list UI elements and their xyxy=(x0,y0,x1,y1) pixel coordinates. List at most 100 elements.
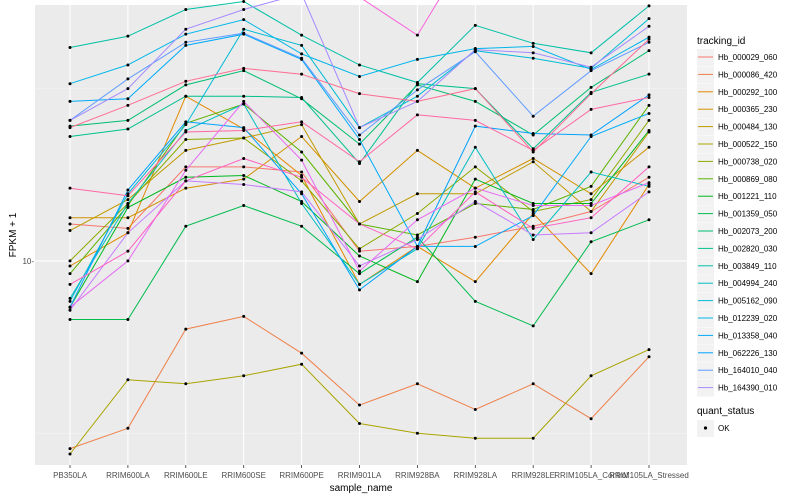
data-point xyxy=(126,63,130,67)
legend-item: Hb_000365_230 xyxy=(697,101,778,119)
data-point xyxy=(300,170,304,174)
data-point xyxy=(184,382,188,386)
data-point xyxy=(415,94,419,98)
data-point xyxy=(184,224,188,228)
data-point xyxy=(647,145,651,149)
data-point xyxy=(473,165,477,169)
data-point xyxy=(68,272,72,276)
data-point xyxy=(589,192,593,196)
x-tick-label: RRIM600SE xyxy=(221,471,265,480)
data-point xyxy=(531,203,535,207)
data-point xyxy=(300,52,304,56)
data-point xyxy=(473,299,477,303)
data-point xyxy=(358,249,361,253)
data-point xyxy=(300,43,304,47)
data-point xyxy=(242,126,246,130)
data-point xyxy=(300,158,304,162)
data-point xyxy=(68,308,72,312)
legend-label: Hb_000869_080 xyxy=(718,175,778,184)
data-point xyxy=(473,280,477,284)
data-point xyxy=(184,165,188,169)
data-point xyxy=(589,184,593,188)
data-point xyxy=(242,374,246,378)
data-point xyxy=(647,103,651,107)
data-point xyxy=(473,99,477,103)
data-point xyxy=(415,233,419,237)
data-point xyxy=(184,137,188,141)
data-point xyxy=(473,186,477,190)
data-point xyxy=(358,403,361,407)
data-point xyxy=(242,27,246,31)
y-axis-title: FPKM + 1 xyxy=(8,212,19,257)
data-point xyxy=(358,160,361,164)
legend-key-bg xyxy=(697,118,714,136)
data-point xyxy=(589,69,593,73)
data-point xyxy=(242,136,246,140)
quant-legend-key-point xyxy=(703,426,708,430)
data-point xyxy=(242,203,246,207)
data-point xyxy=(68,299,72,303)
data-point xyxy=(184,130,188,134)
data-point xyxy=(589,170,593,174)
data-point xyxy=(358,137,361,141)
x-tick-label: RRIM928BA xyxy=(395,471,440,480)
data-point xyxy=(300,150,304,154)
data-point xyxy=(126,231,130,235)
data-point xyxy=(473,118,477,122)
legend-label: Hb_013358_040 xyxy=(718,331,778,340)
data-point xyxy=(415,238,419,242)
quant-legend-label: OK xyxy=(718,424,730,433)
data-point xyxy=(300,56,304,60)
data-point xyxy=(358,247,361,251)
data-point xyxy=(126,103,130,107)
data-point xyxy=(184,94,188,98)
data-point xyxy=(358,254,361,258)
data-point xyxy=(531,56,535,60)
data-point xyxy=(126,97,130,101)
data-point xyxy=(473,50,477,54)
legend-item: Hb_000086_420 xyxy=(697,66,778,84)
data-point xyxy=(647,218,651,222)
x-tick-label: RRIM928LE xyxy=(511,471,555,480)
legend-label: Hb_000484_130 xyxy=(718,123,778,132)
data-point xyxy=(589,85,593,89)
legend-label: Hb_000086_420 xyxy=(718,70,778,79)
x-tick-label: RRIM901LA xyxy=(338,471,382,480)
legend-item: Hb_001359_050 xyxy=(697,205,778,223)
data-point xyxy=(126,318,130,322)
data-point xyxy=(531,114,535,118)
data-point xyxy=(647,40,651,44)
legend-label: Hb_000365_230 xyxy=(718,105,778,114)
data-point xyxy=(300,72,304,76)
data-point xyxy=(242,94,246,98)
data-point xyxy=(126,127,130,131)
data-point xyxy=(68,82,72,86)
data-point xyxy=(589,417,593,421)
data-point xyxy=(358,75,361,79)
legend-label: Hb_000738_020 xyxy=(718,157,778,166)
legend-item: Hb_000484_130 xyxy=(697,118,778,136)
data-point xyxy=(415,33,419,37)
data-point xyxy=(358,63,361,67)
x-tick-label: RRIM600LE xyxy=(164,471,208,480)
data-points xyxy=(68,0,651,456)
legend-item: Hb_000869_080 xyxy=(697,170,778,188)
data-point xyxy=(126,87,130,91)
legend-label: Hb_001221_110 xyxy=(718,192,777,201)
data-point xyxy=(358,264,361,268)
data-point xyxy=(415,235,419,239)
legend-label: Hb_005162_090 xyxy=(718,297,778,306)
legend-item: Hb_013358_040 xyxy=(697,327,778,345)
data-point xyxy=(531,436,535,440)
legend-quant-status: quant_status OK xyxy=(697,406,754,437)
y-axis-ticks: 10- xyxy=(22,257,34,266)
data-point xyxy=(126,118,130,122)
data-point xyxy=(531,226,535,230)
data-point xyxy=(300,351,304,355)
x-tick-label: PB350LA xyxy=(53,471,87,480)
data-point xyxy=(415,431,419,435)
data-point xyxy=(242,182,246,186)
legend-item: Hb_005162_090 xyxy=(697,292,778,310)
data-point xyxy=(68,118,72,122)
data-point xyxy=(184,40,188,44)
